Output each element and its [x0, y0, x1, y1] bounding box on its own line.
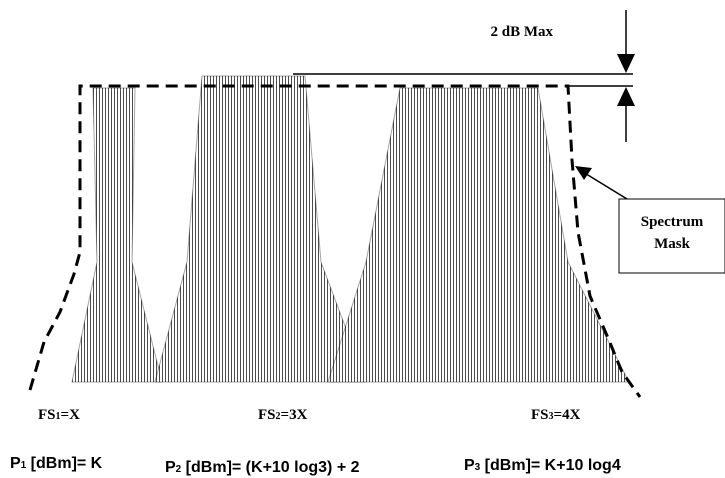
- frequency-label-1: FS1=X: [38, 407, 80, 423]
- power-label-1: P1 [dBm]= K: [10, 455, 103, 472]
- mask-callout-line1: Spectrum: [641, 214, 704, 230]
- up-arrow-icon: [617, 87, 635, 142]
- max-label: 2 dB Max: [490, 24, 553, 40]
- carrier-1: [71, 87, 163, 383]
- carrier-3: [327, 87, 630, 383]
- power-label-2: P2 [dBm]= (K+10 log3) + 2: [165, 459, 360, 476]
- frequency-label-3: FS3=4X: [531, 407, 581, 423]
- frequency-label-2: FS2=3X: [258, 407, 308, 423]
- carrier-2: [154, 75, 367, 383]
- down-arrow-icon: [617, 10, 635, 73]
- power-label-3: P3 [dBm]= K+10 log4: [464, 457, 621, 474]
- mask-callout-line2: Mask: [654, 236, 690, 252]
- mask-callout-box: [618, 198, 725, 274]
